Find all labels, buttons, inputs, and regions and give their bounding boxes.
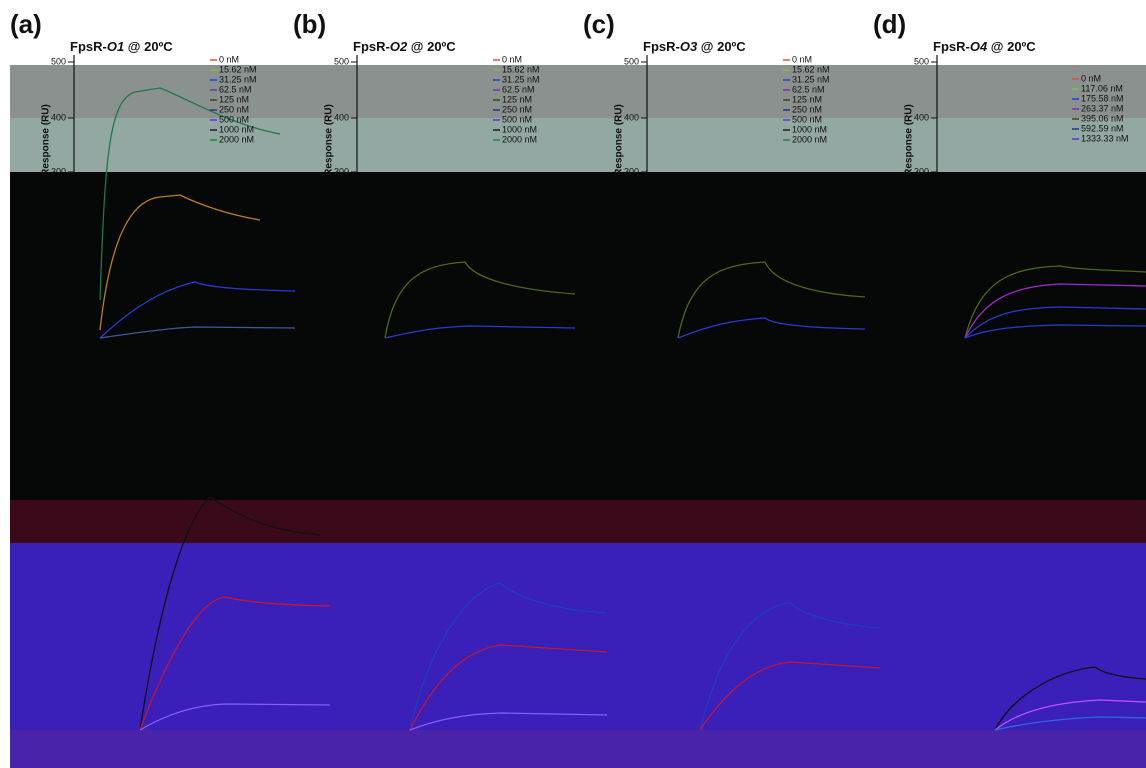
panel-title: FpsR-O1 @ 20ºC [70, 39, 173, 54]
panel-label: (b) [293, 9, 326, 39]
legend-entry: 2000 nM [502, 134, 537, 144]
title-part: @ 20ºC [124, 39, 173, 54]
y-axis-label: Response (RU) [904, 104, 915, 176]
y-tick-label: 500 [334, 56, 349, 66]
legend-entry: 2000 nM [792, 134, 827, 144]
title-part: O2 [390, 39, 408, 54]
legend-entry: 500 nM [792, 114, 822, 124]
band [10, 500, 1146, 543]
y-tick-label: 400 [624, 112, 639, 122]
panel-title: FpsR-O2 @ 20ºC [353, 39, 456, 54]
legend-entry: 1333.33 nM [1081, 133, 1129, 143]
legend-entry: 62.5 nM [502, 84, 535, 94]
panel-label: (a) [10, 9, 42, 39]
legend-entry: 15.62 nM [219, 64, 257, 74]
band [10, 730, 1146, 768]
y-tick-label: 300 [914, 166, 929, 176]
legend-entry: 15.62 nM [502, 64, 540, 74]
band [10, 65, 1146, 118]
legend-entry: 0 nM [1081, 73, 1101, 83]
y-axis-label: Response (RU) [41, 104, 52, 176]
title-part: @ 20ºC [697, 39, 746, 54]
legend-entry: 1000 nM [219, 124, 254, 134]
legend-entry: 0 nM [502, 54, 522, 64]
title-part: @ 20ºC [407, 39, 456, 54]
title-part: @ 20ºC [987, 39, 1036, 54]
legend-entry: 250 nM [792, 104, 822, 114]
title-part: O4 [970, 39, 988, 54]
legend-entry: 250 nM [502, 104, 532, 114]
legend-entry: 62.5 nM [792, 84, 825, 94]
legend-entry: 0 nM [792, 54, 812, 64]
y-tick-label: 300 [624, 166, 639, 176]
legend-entry: 125 nM [219, 94, 249, 104]
legend-entry: 125 nM [792, 94, 822, 104]
legend-entry: 250 nM [219, 104, 249, 114]
title-part: O1 [107, 39, 124, 54]
legend-entry: 125 nM [502, 94, 532, 104]
y-tick-label: 400 [334, 112, 349, 122]
y-tick-label: 300 [51, 166, 66, 176]
title-part: O3 [680, 39, 698, 54]
panel-label: (d) [873, 9, 906, 39]
y-tick-label: 400 [51, 112, 66, 122]
y-tick-label: 500 [914, 56, 929, 66]
panel-title: FpsR-O3 @ 20ºC [643, 39, 746, 54]
title-part: FpsR- [353, 39, 390, 54]
legend-entry: 15.62 nM [792, 64, 830, 74]
y-tick-label: 500 [51, 56, 66, 66]
legend-entry: 1000 nM [792, 124, 827, 134]
legend-entry: 175.58 nM [1081, 93, 1124, 103]
y-tick-label: 500 [624, 56, 639, 66]
legend-entry: 500 nM [219, 114, 249, 124]
panel-title: FpsR-O4 @ 20ºC [933, 39, 1036, 54]
band [10, 118, 1146, 172]
legend-entry: 263.37 nM [1081, 103, 1124, 113]
legend-entry: 31.25 nM [502, 74, 540, 84]
legend-entry: 395.06 nM [1081, 113, 1124, 123]
y-axis-label: Response (RU) [614, 104, 625, 176]
title-part: FpsR- [643, 39, 680, 54]
legend-entry: 500 nM [502, 114, 532, 124]
legend-entry: 1000 nM [502, 124, 537, 134]
legend-entry: 62.5 nM [219, 84, 252, 94]
legend-entry: 31.25 nM [219, 74, 257, 84]
title-part: FpsR- [933, 39, 970, 54]
y-tick-label: 400 [914, 112, 929, 122]
legend-entry: 0 nM [219, 54, 239, 64]
legend-entry: 2000 nM [219, 134, 254, 144]
panel-label: (c) [583, 9, 615, 39]
y-tick-label: 300 [334, 166, 349, 176]
figure: (a)FpsR-O1 @ 20ºC500400300Response (RU)0… [0, 0, 1146, 768]
legend-entry: 31.25 nM [792, 74, 830, 84]
legend-entry: 592.59 nM [1081, 123, 1124, 133]
title-part: FpsR- [70, 39, 107, 54]
band [10, 543, 1146, 730]
y-axis-label: Response (RU) [324, 104, 335, 176]
band [10, 172, 1146, 500]
legend-entry: 117.06 nM [1081, 83, 1123, 93]
